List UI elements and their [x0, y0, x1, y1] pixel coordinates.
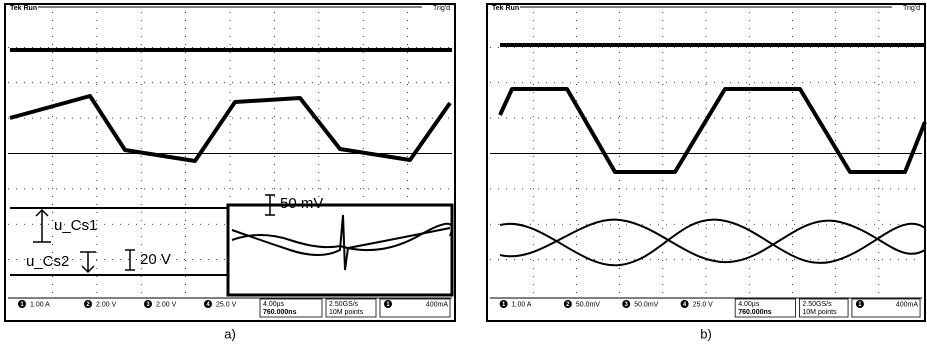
channel-scale: 50.0mV: [634, 301, 658, 308]
status: Tek Run: [492, 5, 519, 12]
delay: 760.000ns: [263, 309, 297, 316]
trace-1: [500, 89, 925, 172]
annotation: u_Cs1: [54, 217, 97, 234]
status: Tek Run: [10, 5, 37, 12]
record-length: 10M points: [329, 309, 364, 316]
sample-rate: 2.50GS/s: [802, 301, 832, 308]
channel-scale: 25.0 V: [693, 301, 714, 308]
annotation: 50 mV: [280, 195, 323, 212]
panel-frame: [487, 4, 925, 321]
channel-scale: 25.0 V: [216, 301, 237, 308]
trace-2: [500, 220, 925, 266]
timebase: 4.00µs: [738, 301, 760, 308]
delay: 760.000ns: [738, 309, 772, 316]
record-length: 10M points: [802, 309, 837, 316]
annotation: u_Cs2: [26, 253, 69, 270]
channel-scale: 1.00 A: [30, 301, 50, 308]
channel-scale: 1.00 A: [512, 301, 532, 308]
sample-rate: 2.50GS/s: [329, 301, 359, 308]
trigger-level: 400mA: [426, 301, 449, 308]
trace-1: [10, 96, 450, 161]
trace-3: [500, 220, 925, 263]
channel-scale: 2.00 V: [96, 301, 117, 308]
caption: a): [224, 326, 236, 341]
trigger-level: 400mA: [896, 301, 919, 308]
timebase: 4.00µs: [263, 301, 285, 308]
figure: u_Cs1 u_Cs2 20 V 50 mV Tek RunTrig'd11.0…: [0, 0, 927, 345]
annotation: 20 V: [140, 251, 171, 268]
trigger-status: Trig'd: [903, 5, 920, 12]
caption: b): [700, 326, 712, 341]
trigger-status: Trig'd: [433, 5, 450, 12]
channel-scale: 50.0mV: [576, 301, 600, 308]
channel-scale: 2.00 V: [156, 301, 177, 308]
